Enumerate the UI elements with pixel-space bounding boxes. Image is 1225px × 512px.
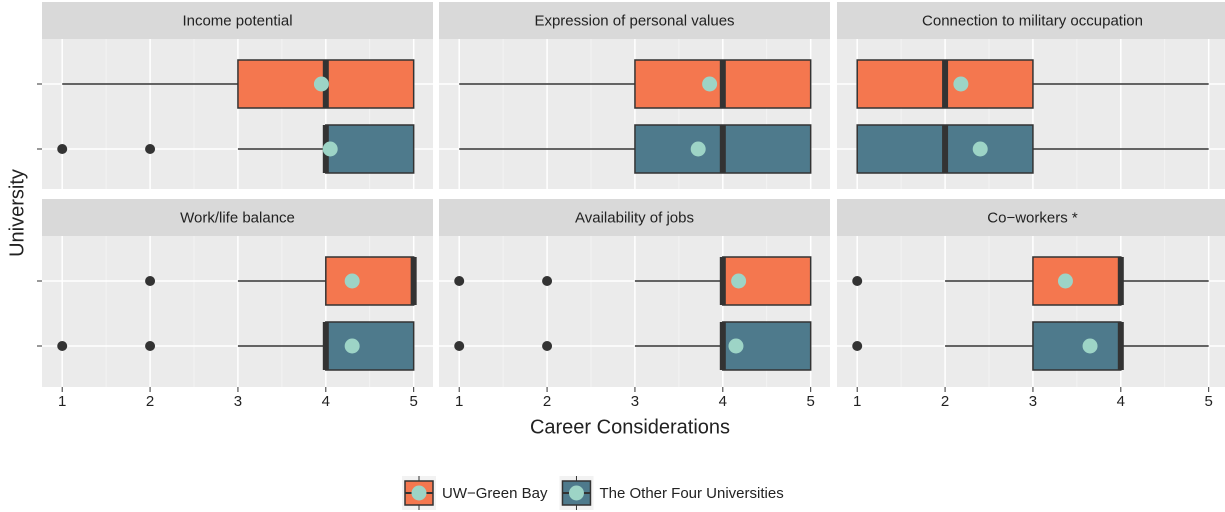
x-tick-label: 4 xyxy=(719,393,727,410)
outlier xyxy=(852,341,863,351)
facet-title: Expression of personal values xyxy=(534,12,734,29)
outlier xyxy=(454,276,465,286)
facet-title: Work/life balance xyxy=(180,209,295,226)
legend-key-mean xyxy=(411,485,427,501)
x-tick-label: 2 xyxy=(941,393,949,410)
legend-label: UW−Green Bay xyxy=(442,485,548,502)
x-tick-label: 1 xyxy=(58,393,66,410)
mean xyxy=(344,273,360,289)
outlier xyxy=(145,276,156,286)
box xyxy=(325,124,415,174)
mean xyxy=(1057,273,1073,289)
x-tick-label: 2 xyxy=(543,393,551,410)
x-tick-label: 3 xyxy=(234,393,242,410)
strip xyxy=(42,199,433,236)
mean xyxy=(731,273,747,289)
outlier xyxy=(57,144,68,154)
x-axis-title: Career Considerations xyxy=(530,416,730,438)
outlier xyxy=(542,341,553,351)
strip xyxy=(439,2,830,39)
x-tick-label: 4 xyxy=(322,393,330,410)
x-tick-label: 1 xyxy=(853,393,861,410)
y-axis-title: University xyxy=(6,169,28,257)
strip xyxy=(837,199,1225,236)
x-tick-label: 5 xyxy=(409,393,417,410)
box xyxy=(325,256,415,306)
x-tick-label: 4 xyxy=(1117,393,1125,410)
mean xyxy=(953,76,969,92)
box xyxy=(325,321,415,371)
x-tick-label: 1 xyxy=(455,393,463,410)
x-tick-label: 3 xyxy=(1029,393,1037,410)
strip xyxy=(439,199,830,236)
legend-key-mean xyxy=(568,485,584,501)
x-tick-label: 3 xyxy=(631,393,639,410)
x-tick-label: 2 xyxy=(146,393,154,410)
outlier xyxy=(852,276,863,286)
mean xyxy=(972,141,988,157)
box xyxy=(1032,321,1122,371)
strip xyxy=(837,2,1225,39)
outlier xyxy=(57,341,68,351)
mean xyxy=(1082,338,1098,354)
mean xyxy=(313,76,329,92)
strip xyxy=(42,2,433,39)
outlier xyxy=(454,341,465,351)
outlier xyxy=(145,341,156,351)
outlier xyxy=(542,276,553,286)
mean xyxy=(690,141,706,157)
panel xyxy=(837,236,1225,387)
facet-title: Income potential xyxy=(182,12,292,29)
legend-label: The Other Four Universities xyxy=(599,485,783,502)
outlier xyxy=(145,144,156,154)
mean xyxy=(728,338,744,354)
mean xyxy=(344,338,360,354)
mean xyxy=(322,141,338,157)
facet-title: Availability of jobs xyxy=(575,209,694,226)
x-tick-label: 5 xyxy=(1204,393,1212,410)
box xyxy=(1032,256,1122,306)
x-tick-label: 5 xyxy=(806,393,814,410)
facet-title: Co−workers * xyxy=(987,209,1078,226)
facet-title: Connection to military occupation xyxy=(922,12,1143,29)
mean xyxy=(702,76,718,92)
